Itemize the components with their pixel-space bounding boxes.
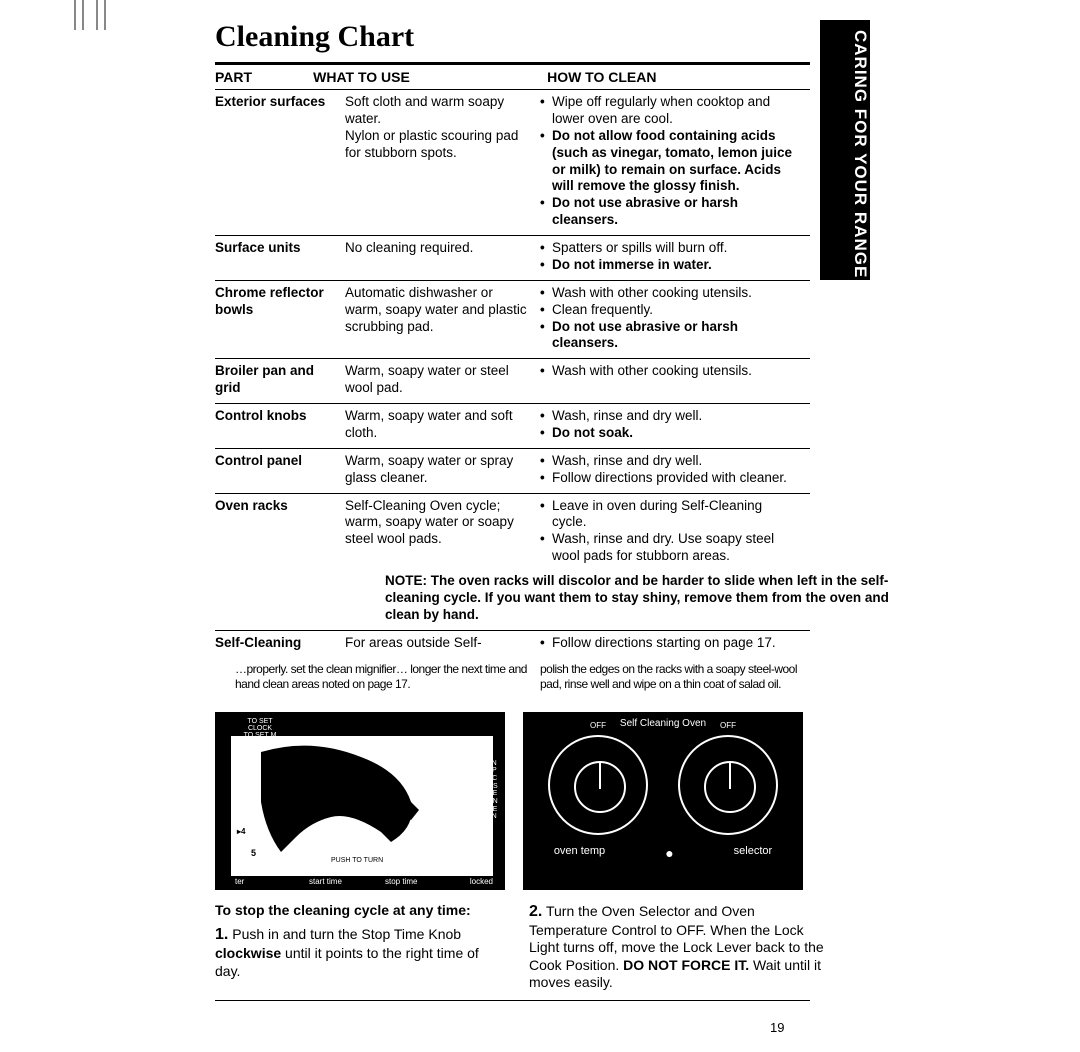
punch-marks <box>70 0 110 40</box>
step-1: 1. Push in and turn the Stop Time Knob c… <box>215 925 497 980</box>
oven-rack-note: NOTE: The oven racks will discolor and b… <box>215 571 895 630</box>
sc-garble-r: polish the edges on the racks with a soa… <box>540 658 810 698</box>
page-title: Cleaning Chart <box>215 20 895 54</box>
table-body: Exterior surfacesSoft cloth and warm soa… <box>215 90 810 571</box>
clock-illustration: TO SET CLOCK TO SET M 5 ▸4 PUSH TO TURN … <box>215 712 505 890</box>
table-row: Exterior surfacesSoft cloth and warm soa… <box>215 90 810 236</box>
clock-face: 5 ▸4 PUSH TO TURN <box>231 736 493 876</box>
th-how: HOW TO CLEAN <box>547 65 810 89</box>
b2: start time <box>309 877 342 886</box>
sc-part: Self-Cleaning <box>215 631 345 658</box>
table-row: Control panelWarm, soapy water or spray … <box>215 448 810 493</box>
selector-dial <box>678 735 778 835</box>
sc-what: For areas outside Self- <box>345 631 540 658</box>
illustrations: TO SET CLOCK TO SET M 5 ▸4 PUSH TO TURN … <box>215 712 895 890</box>
sc-garble-l: …properly. set the clean mignifier… long… <box>215 658 540 698</box>
lbl-oven-temp: oven temp <box>554 845 605 861</box>
hand-icon <box>251 742 421 862</box>
dial-title: Self Cleaning Oven <box>620 718 706 729</box>
table-row: Surface unitsNo cleaning required.Spatte… <box>215 236 810 281</box>
b1: ter <box>235 877 244 886</box>
self-clean-row: Self-Cleaning For areas outside Self- Fo… <box>215 631 810 698</box>
table-row: Control knobsWarm, soapy water and soft … <box>215 404 810 449</box>
th-part: PART <box>215 65 313 89</box>
th-what: WHAT TO USE <box>313 65 547 89</box>
b3: stop time <box>385 877 417 886</box>
table-row: Chrome reflector bowlsAutomatic dishwash… <box>215 280 810 359</box>
dial-illustration: Self Cleaning Oven OFF OFF oven temp ● s… <box>523 712 803 890</box>
clk-right: TURN TEMP SET C AND S MOVE WHEN MOVE TUR… <box>474 760 500 822</box>
page-content: Cleaning Chart PART WHAT TO USE HOW TO C… <box>215 20 895 1001</box>
lbl-selector: selector <box>734 845 773 861</box>
step-2: 2. Turn the Oven Selector and Oven Tempe… <box>529 902 827 992</box>
instructions: To stop the cleaning cycle at any time: … <box>215 902 895 992</box>
b4: locked <box>470 877 493 886</box>
table-row: Broiler pan and gridWarm, soapy water or… <box>215 359 810 404</box>
sc-how: Follow directions starting on page 17. <box>540 631 810 658</box>
table-row: Oven racksSelf-Cleaning Oven cycle; warm… <box>215 493 810 571</box>
page-number: 19 <box>770 1020 784 1035</box>
cleaning-table: PART WHAT TO USE HOW TO CLEAN <box>215 65 810 89</box>
oven-temp-dial <box>548 735 648 835</box>
instr-heading: To stop the cleaning cycle at any time: <box>215 902 497 920</box>
